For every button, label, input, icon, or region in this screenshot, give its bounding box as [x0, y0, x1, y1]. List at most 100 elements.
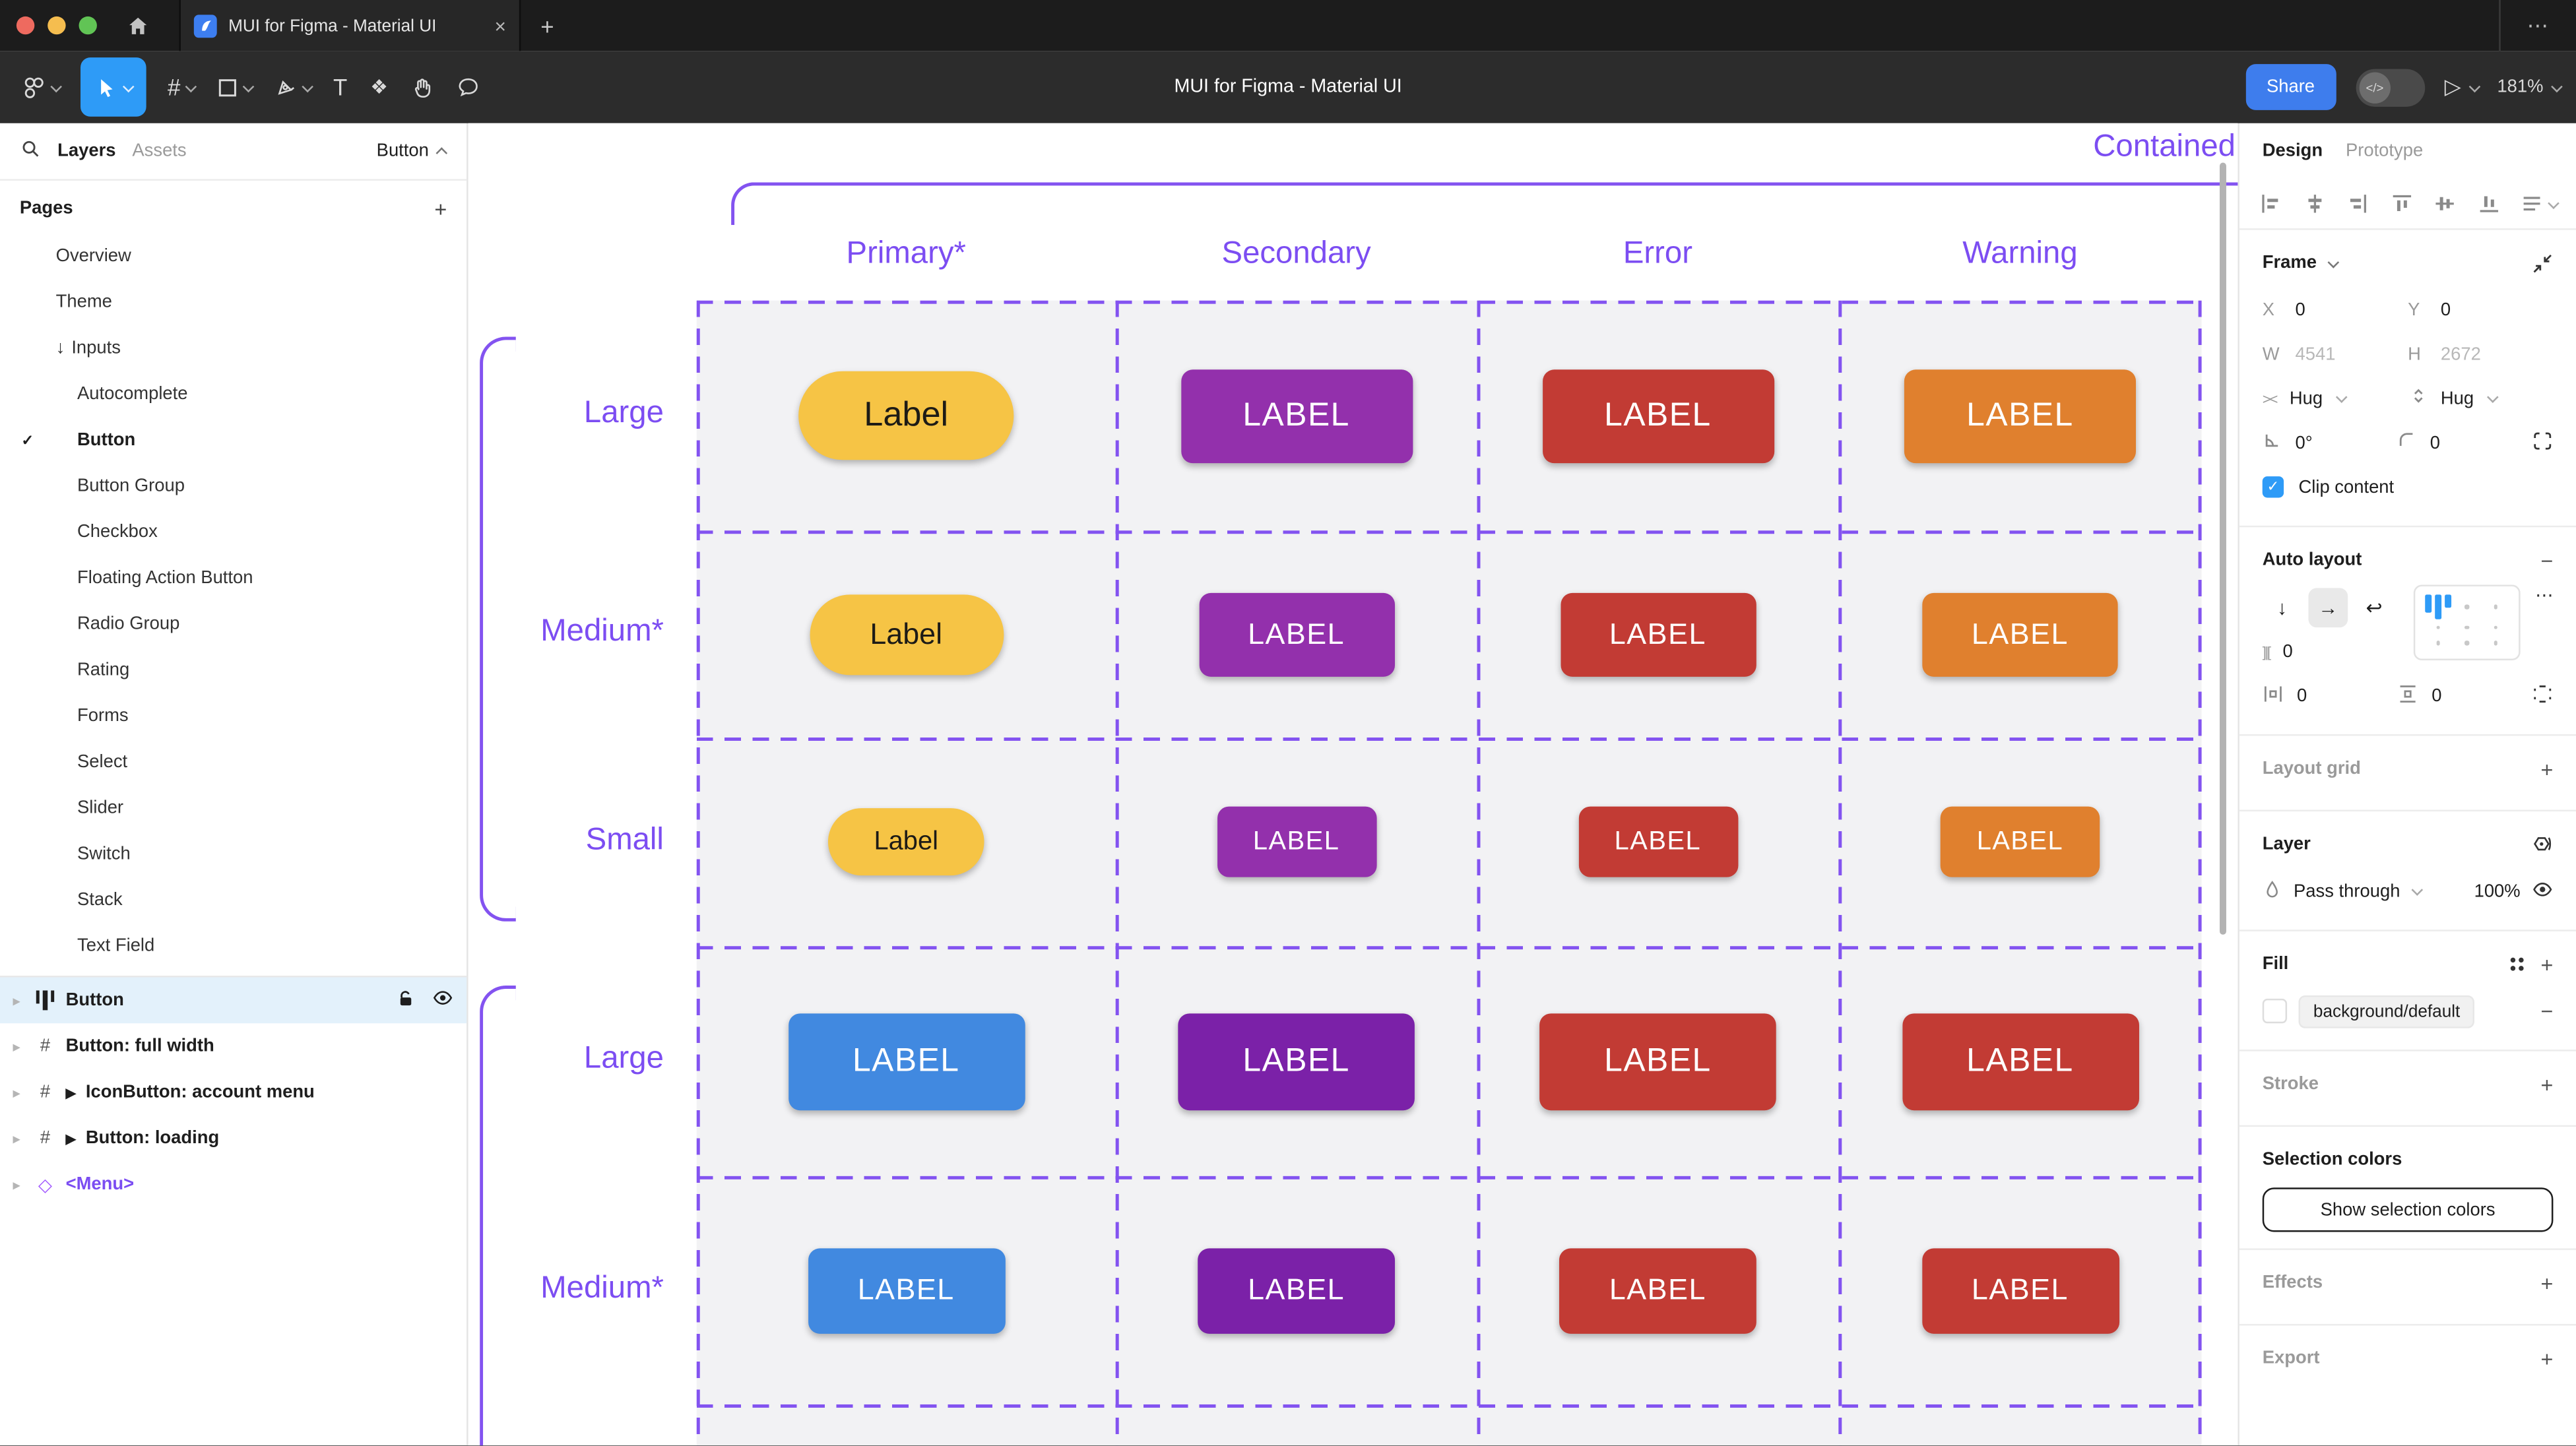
hug-horizontal-value[interactable]: Hug	[2289, 388, 2323, 408]
align-v-center-icon[interactable]	[2433, 192, 2457, 215]
hand-tool-button[interactable]	[399, 57, 445, 117]
page-item[interactable]: Floating Action Button	[0, 555, 467, 602]
share-button[interactable]: Share	[2245, 64, 2336, 110]
mui-button-variant[interactable]: Label	[798, 371, 1014, 460]
unlock-icon[interactable]	[396, 988, 416, 1013]
mui-button-variant[interactable]: LABEL	[1904, 369, 2136, 462]
visibility-icon[interactable]	[432, 987, 453, 1013]
distribute-menu-icon[interactable]	[2521, 192, 2560, 215]
expand-layer-icon[interactable]: ▸	[13, 1177, 20, 1192]
search-icon[interactable]	[20, 138, 41, 164]
page-item[interactable]: Button Group	[0, 463, 467, 509]
horizontal-padding-value[interactable]: 0	[2297, 685, 2307, 706]
frame-tool-button[interactable]: #	[156, 57, 205, 117]
page-item[interactable]: Text Field	[0, 923, 467, 969]
page-item[interactable]: Theme	[0, 279, 467, 325]
mui-button-variant[interactable]: LABEL	[1560, 592, 1756, 676]
page-item[interactable]: Autocomplete	[0, 371, 467, 418]
zoom-level-menu[interactable]: 181%	[2497, 77, 2563, 97]
layout-horizontal-icon[interactable]: →	[2308, 587, 2348, 627]
fill-styles-icon[interactable]	[2510, 957, 2525, 972]
height-value[interactable]: 2672	[2440, 344, 2481, 364]
add-stroke-icon[interactable]: +	[2540, 1071, 2554, 1097]
page-item[interactable]: Overview	[0, 234, 467, 280]
expand-layer-icon[interactable]: ▸	[13, 1131, 20, 1146]
auto-layout-more-icon[interactable]: ⋯	[2535, 586, 2554, 606]
remove-auto-layout-icon[interactable]: −	[2540, 548, 2554, 573]
individual-padding-icon[interactable]	[2532, 683, 2553, 709]
browser-more-icon[interactable]: ⋯	[2527, 12, 2550, 38]
vertical-padding-value[interactable]: 0	[2431, 685, 2442, 706]
tab-assets[interactable]: Assets	[132, 141, 187, 162]
page-item[interactable]: Radio Group	[0, 601, 467, 647]
alignment-widget[interactable]	[2413, 584, 2521, 660]
mui-button-variant[interactable]: LABEL	[1921, 1247, 2119, 1333]
mui-button-variant[interactable]: LABEL	[1922, 592, 2118, 676]
add-layout-grid-icon[interactable]: +	[2540, 756, 2554, 781]
fill-token-chip[interactable]: background/default	[2298, 994, 2475, 1028]
maximize-window-icon[interactable]	[79, 16, 97, 35]
rotation-value[interactable]: 0°	[2295, 433, 2313, 453]
tab-close-icon[interactable]: ×	[494, 14, 506, 38]
text-tool-button[interactable]: T	[333, 74, 348, 100]
independent-corners-icon[interactable]	[2532, 429, 2553, 456]
frame-section-title[interactable]: Frame	[2262, 253, 2317, 273]
gap-value[interactable]: 0	[2282, 641, 2293, 662]
page-item[interactable]: Checkbox	[0, 509, 467, 555]
x-value[interactable]: 0	[2295, 299, 2305, 320]
hug-vertical-value[interactable]: Hug	[2440, 388, 2474, 408]
mui-button-variant[interactable]: LABEL	[1178, 1013, 1415, 1110]
canvas[interactable]: Contained Primary* Secondary Error Warning …	[468, 123, 2238, 1446]
page-item[interactable]: Rating	[0, 647, 467, 693]
page-item[interactable]: ✓ Button	[0, 417, 467, 463]
main-menu-button[interactable]	[10, 57, 71, 117]
tab-prototype[interactable]: Prototype	[2345, 141, 2424, 162]
mui-button-variant[interactable]: Label	[827, 808, 984, 876]
layout-vertical-icon[interactable]: ↓	[2277, 595, 2288, 619]
page-selector[interactable]: Button	[377, 141, 448, 161]
align-top-icon[interactable]	[2390, 192, 2413, 215]
layout-wrap-icon[interactable]: ↩	[2366, 595, 2383, 619]
new-tab-icon[interactable]: +	[540, 12, 554, 39]
move-tool-button[interactable]	[80, 57, 146, 117]
layer-row[interactable]: ▸ ◇ <Menu>	[0, 1161, 467, 1207]
add-export-icon[interactable]: +	[2540, 1346, 2554, 1371]
mui-button-variant[interactable]: LABEL	[1216, 806, 1376, 877]
canvas-scrollbar[interactable]	[2219, 162, 2226, 935]
pen-tool-button[interactable]	[263, 57, 322, 117]
tab-design[interactable]: Design	[2262, 141, 2323, 162]
mui-button-variant[interactable]: LABEL	[1578, 806, 1738, 877]
align-bottom-icon[interactable]	[2477, 192, 2500, 215]
fill-color-swatch[interactable]	[2262, 998, 2288, 1024]
expand-layer-icon[interactable]: ▸	[13, 993, 20, 1008]
mui-button-variant[interactable]: LABEL	[1541, 369, 1774, 462]
align-h-center-icon[interactable]	[2303, 192, 2326, 215]
layer-row[interactable]: ▸ Button	[0, 977, 467, 1024]
close-window-icon[interactable]	[16, 16, 35, 35]
opacity-value[interactable]: 100%	[2474, 881, 2521, 901]
clip-content-checkbox[interactable]: ✓	[2262, 476, 2284, 498]
actions-tool-button[interactable]: ❖	[370, 75, 388, 99]
home-icon[interactable]	[127, 14, 150, 37]
page-item[interactable]: Stack	[0, 877, 467, 924]
browser-tab[interactable]: MUI for Figma - Material UI ×	[179, 0, 521, 51]
expand-layer-icon[interactable]: ▸	[13, 1038, 20, 1054]
mui-button-variant[interactable]: LABEL	[1198, 1247, 1396, 1333]
mui-button-variant[interactable]: LABEL	[1539, 1013, 1776, 1110]
align-right-icon[interactable]	[2346, 192, 2369, 215]
page-item[interactable]: Forms	[0, 693, 467, 739]
shape-tool-button[interactable]	[205, 57, 263, 117]
present-button[interactable]: ▷	[2445, 74, 2480, 100]
width-value[interactable]: 4541	[2295, 344, 2336, 364]
mui-button-variant[interactable]: LABEL	[1180, 369, 1413, 462]
show-selection-colors-button[interactable]: Show selection colors	[2262, 1187, 2554, 1232]
add-fill-icon[interactable]: +	[2540, 951, 2554, 977]
collapse-panel-icon[interactable]	[2532, 252, 2553, 273]
add-effect-icon[interactable]: +	[2540, 1271, 2554, 1296]
variable-mode-icon[interactable]	[2530, 833, 2554, 856]
y-value[interactable]: 0	[2440, 299, 2451, 320]
mui-button-variant[interactable]: LABEL	[787, 1013, 1025, 1110]
page-item[interactable]: Switch	[0, 831, 467, 877]
comment-tool-button[interactable]	[445, 57, 492, 117]
remove-fill-icon[interactable]: −	[2540, 998, 2554, 1024]
